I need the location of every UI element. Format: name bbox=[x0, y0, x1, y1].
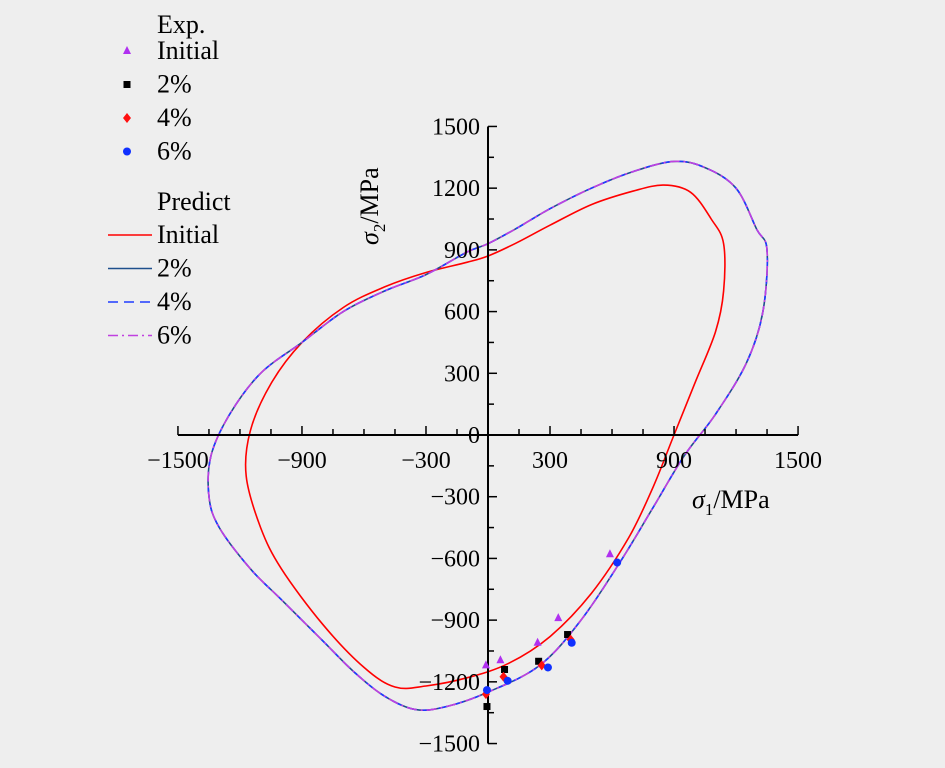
x-tick-label: 900 bbox=[656, 448, 692, 474]
y-tick-label: 0 bbox=[468, 423, 480, 449]
exp-point-6pct bbox=[482, 686, 491, 695]
exp-point-6pct bbox=[613, 558, 622, 567]
legend-exp-header: Exp. bbox=[157, 10, 205, 39]
y-tick-label: −1200 bbox=[418, 670, 480, 696]
legend-marker-square bbox=[123, 81, 131, 88]
y-axis-subscript: 2 bbox=[370, 224, 389, 233]
y-tick-label: 1500 bbox=[432, 114, 480, 140]
y-tick-label: −1500 bbox=[418, 732, 480, 758]
x-axis-title: σ1/MPa bbox=[692, 485, 770, 519]
exp-point-2pct bbox=[535, 657, 543, 665]
legend-exp-label: Initial bbox=[157, 36, 219, 65]
y-tick-label: 1200 bbox=[432, 176, 480, 202]
exp-point-2pct bbox=[564, 631, 572, 639]
legend-predict-label: 6% bbox=[157, 321, 192, 350]
y-axis-title: σ2/MPa bbox=[355, 167, 389, 245]
exp-points-layer bbox=[481, 549, 622, 711]
legend-predict-label: 2% bbox=[157, 254, 192, 283]
y-axis-symbol: σ bbox=[355, 231, 384, 245]
exp-point-6pct bbox=[567, 638, 576, 647]
exp-point-initial bbox=[481, 660, 490, 669]
legend-marker-diamond bbox=[123, 113, 131, 123]
exp-point-initial bbox=[554, 613, 563, 622]
exp-point-initial bbox=[533, 637, 542, 646]
x-axis-unit: /MPa bbox=[713, 485, 770, 514]
legend-marker-circle bbox=[123, 147, 131, 156]
legend-exp-items: Initial 2% 4% 6% bbox=[123, 36, 219, 166]
x-axis-symbol: σ bbox=[692, 485, 706, 514]
legend: Exp. Initial 2% 4% 6% Predict Initial 2% 4% 6% bbox=[108, 10, 231, 350]
legend-predict-label: 4% bbox=[157, 287, 192, 316]
y-tick-label: 900 bbox=[444, 238, 480, 264]
exp-point-initial bbox=[496, 655, 505, 664]
y-tick-label: −300 bbox=[430, 485, 480, 511]
legend-predict-label: Initial bbox=[157, 220, 219, 249]
legend-exp-label: 2% bbox=[157, 70, 192, 99]
x-tick-label: −300 bbox=[401, 448, 451, 474]
y-axis-unit: /MPa bbox=[355, 167, 384, 224]
exp-point-2pct bbox=[483, 703, 491, 711]
x-tick-label: 300 bbox=[532, 448, 568, 474]
exp-point-6pct bbox=[543, 663, 552, 672]
x-tick-label: −1500 bbox=[147, 448, 209, 474]
x-axis-subscript: 1 bbox=[705, 500, 714, 519]
legend-predict-header: Predict bbox=[157, 187, 231, 216]
y-tick-label: −600 bbox=[430, 546, 480, 572]
y-tick-label: 600 bbox=[444, 300, 480, 326]
legend-predict-items: Initial 2% 4% 6% bbox=[108, 220, 219, 350]
exp-point-6pct bbox=[503, 676, 512, 685]
exp-point-2pct bbox=[501, 665, 509, 673]
exp-point-initial bbox=[605, 549, 614, 558]
exp-point-4pct bbox=[537, 660, 546, 671]
x-tick-label: −900 bbox=[277, 448, 327, 474]
ticks-layer: −1500 −900 −300 300 900 1500 −1500 −1200 −900 −60… bbox=[147, 114, 822, 757]
legend-exp-label: 6% bbox=[157, 137, 192, 166]
x-tick-label: 1500 bbox=[774, 448, 822, 474]
legend-marker-triangle bbox=[123, 46, 131, 54]
y-tick-label: 300 bbox=[444, 361, 480, 387]
predict-curve-initial bbox=[244, 184, 726, 690]
y-tick-label: −900 bbox=[430, 608, 480, 634]
legend-exp-label: 4% bbox=[157, 103, 192, 132]
